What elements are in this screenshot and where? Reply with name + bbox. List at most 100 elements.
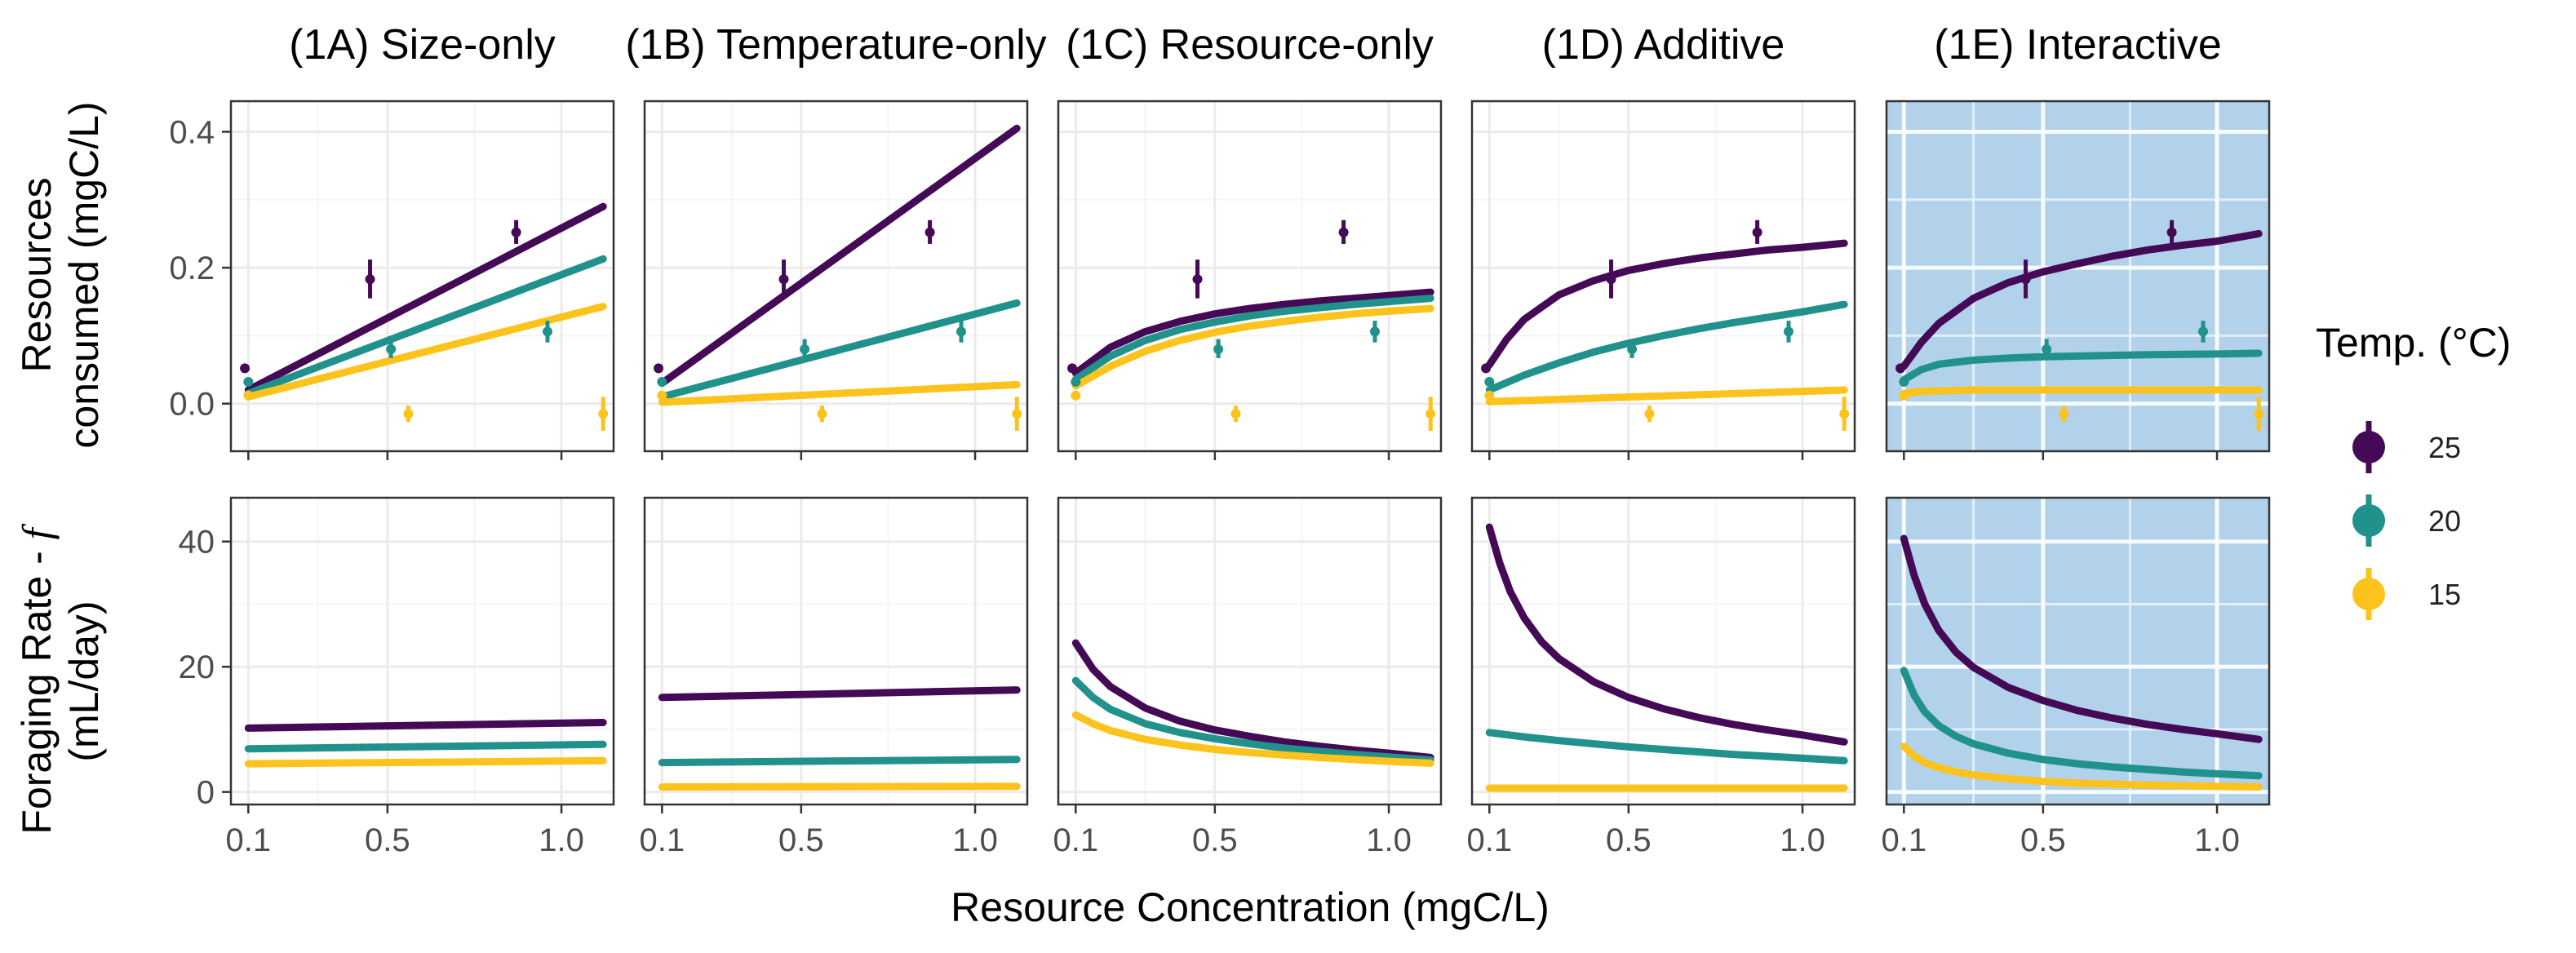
panel-border [1057, 100, 1443, 453]
panel-border [643, 100, 1029, 453]
data-point-25 [240, 363, 251, 374]
data-point-20 [2042, 344, 2052, 355]
panel-row2-1: 0.1 0.5 1.0 0 20 40 [179, 496, 615, 858]
x-tick-label: 0.5 [1192, 822, 1238, 858]
x-tick-label: 1.0 [2194, 822, 2240, 858]
data-point-25 [511, 227, 521, 237]
x-tick-label: 0.1 [226, 822, 272, 858]
panel-row1-5: (1E) Interactive [1885, 21, 2271, 460]
data-point-25 [1067, 363, 1078, 374]
series-line-15 [1071, 711, 1434, 767]
data-point-15 [1012, 409, 1022, 419]
panels-layer: 0.0 0.2 0.4 (1A) Size-only (1B) Temperature-… [169, 21, 2271, 858]
labels-layer: Resources consumed (mgC/L) Foraging Rate… [14, 101, 1550, 930]
y-axis-label-row1-line1: Resources [14, 178, 60, 373]
legend-key-dot [2352, 504, 2385, 537]
series-line-15 [1900, 386, 2263, 397]
x-tick-label: 0.5 [778, 822, 824, 858]
panel-row2-3: 0.1 0.5 1.0 [1053, 496, 1443, 858]
series-line-20 [244, 740, 607, 753]
data-point-20 [243, 377, 254, 388]
data-point-15 [1484, 390, 1495, 401]
series-line-20 [1071, 295, 1434, 383]
series-line-15 [1900, 742, 2263, 791]
panel-row2-5: 0.1 0.5 1.0 [1882, 496, 2271, 858]
y-tick-label: 40 [179, 525, 215, 561]
data-point-20 [542, 326, 552, 337]
series-line-15 [244, 303, 607, 401]
y-axis-label-row2-line2: (mL/day) [61, 601, 107, 761]
x-tick-label: 1.0 [952, 822, 998, 858]
data-point-20 [1627, 344, 1638, 355]
data-point-20 [386, 344, 397, 355]
panel-title: (1D) Additive [1542, 21, 1785, 69]
legend-item-25: 25 [2352, 421, 2461, 473]
data-point-25 [778, 274, 789, 285]
data-point-15 [657, 390, 667, 401]
x-tick-label: 0.5 [365, 822, 410, 858]
data-point-15 [598, 409, 609, 419]
data-point-15 [1071, 390, 1081, 401]
legend-label: 25 [2428, 431, 2461, 464]
data-point-15 [243, 390, 254, 401]
panel-border [1885, 100, 2271, 453]
legend-label: 15 [2428, 578, 2461, 611]
series-line-25 [1071, 639, 1434, 761]
x-tick-label: 0.1 [640, 822, 685, 858]
series-line-25 [1071, 288, 1434, 377]
series-line-25 [244, 719, 607, 732]
x-tick-label: 0.1 [1053, 822, 1099, 858]
panel-row1-2: (1B) Temperature-only [625, 21, 1047, 460]
x-tick-label: 0.5 [1606, 822, 1652, 858]
legend-key-dot [2352, 431, 2385, 463]
data-point-15 [817, 409, 827, 419]
panel-border [1470, 496, 1856, 806]
series-line-20 [658, 756, 1021, 767]
panel-row1-1: 0.0 0.2 0.4 (1A) Size-only [169, 21, 615, 460]
series-line-25 [1485, 523, 1848, 746]
data-point-20 [1213, 344, 1224, 355]
series-line-20 [1485, 300, 1848, 394]
x-tick-label: 1.0 [1780, 822, 1825, 858]
data-point-25 [1606, 274, 1616, 285]
x-tick-label: 0.5 [2020, 822, 2066, 858]
x-tick-label: 0.1 [1467, 822, 1513, 858]
x-tick-label: 1.0 [539, 822, 584, 858]
panel-background [1887, 101, 2269, 451]
data-point-15 [1644, 409, 1655, 419]
panel-background [231, 498, 614, 805]
legend-item-15: 15 [2352, 568, 2461, 620]
data-point-20 [2197, 326, 2208, 337]
series-line-20 [1071, 676, 1434, 764]
y-axis-label-row1-line2: consumed (mgC/L) [61, 101, 107, 448]
series-line-25 [1900, 229, 2263, 370]
series-line-25 [244, 202, 607, 394]
series-line-20 [1900, 349, 2263, 383]
panel-title: (1A) Size-only [289, 21, 556, 69]
data-point-20 [1369, 326, 1380, 337]
data-point-15 [1425, 409, 1436, 419]
series-line-15 [1485, 386, 1848, 406]
panel-row2-4: 0.1 0.5 1.0 [1467, 496, 1856, 858]
data-point-15 [1839, 409, 1850, 419]
data-point-15 [1230, 409, 1241, 419]
y-axis-label-row2-line1: Foraging Rate - f [14, 523, 60, 834]
series-line-25 [658, 124, 1021, 388]
panel-background [1058, 101, 1441, 451]
data-point-25 [1895, 363, 1906, 374]
series-line-25 [658, 686, 1021, 702]
y-tick-label: 0 [197, 775, 215, 811]
data-point-20 [1071, 377, 1081, 388]
data-point-25 [1752, 227, 1762, 237]
series-line-20 [244, 255, 607, 397]
data-point-25 [1192, 274, 1203, 285]
legend-title: Temp. (°C) [2316, 320, 2511, 366]
series-line-15 [1071, 304, 1434, 390]
data-point-25 [654, 363, 664, 374]
series-line-25 [1900, 534, 2263, 743]
legend-label: 20 [2428, 504, 2461, 538]
data-point-20 [800, 344, 810, 355]
data-point-20 [1484, 377, 1495, 388]
panel-title: (1E) Interactive [1934, 21, 2222, 69]
